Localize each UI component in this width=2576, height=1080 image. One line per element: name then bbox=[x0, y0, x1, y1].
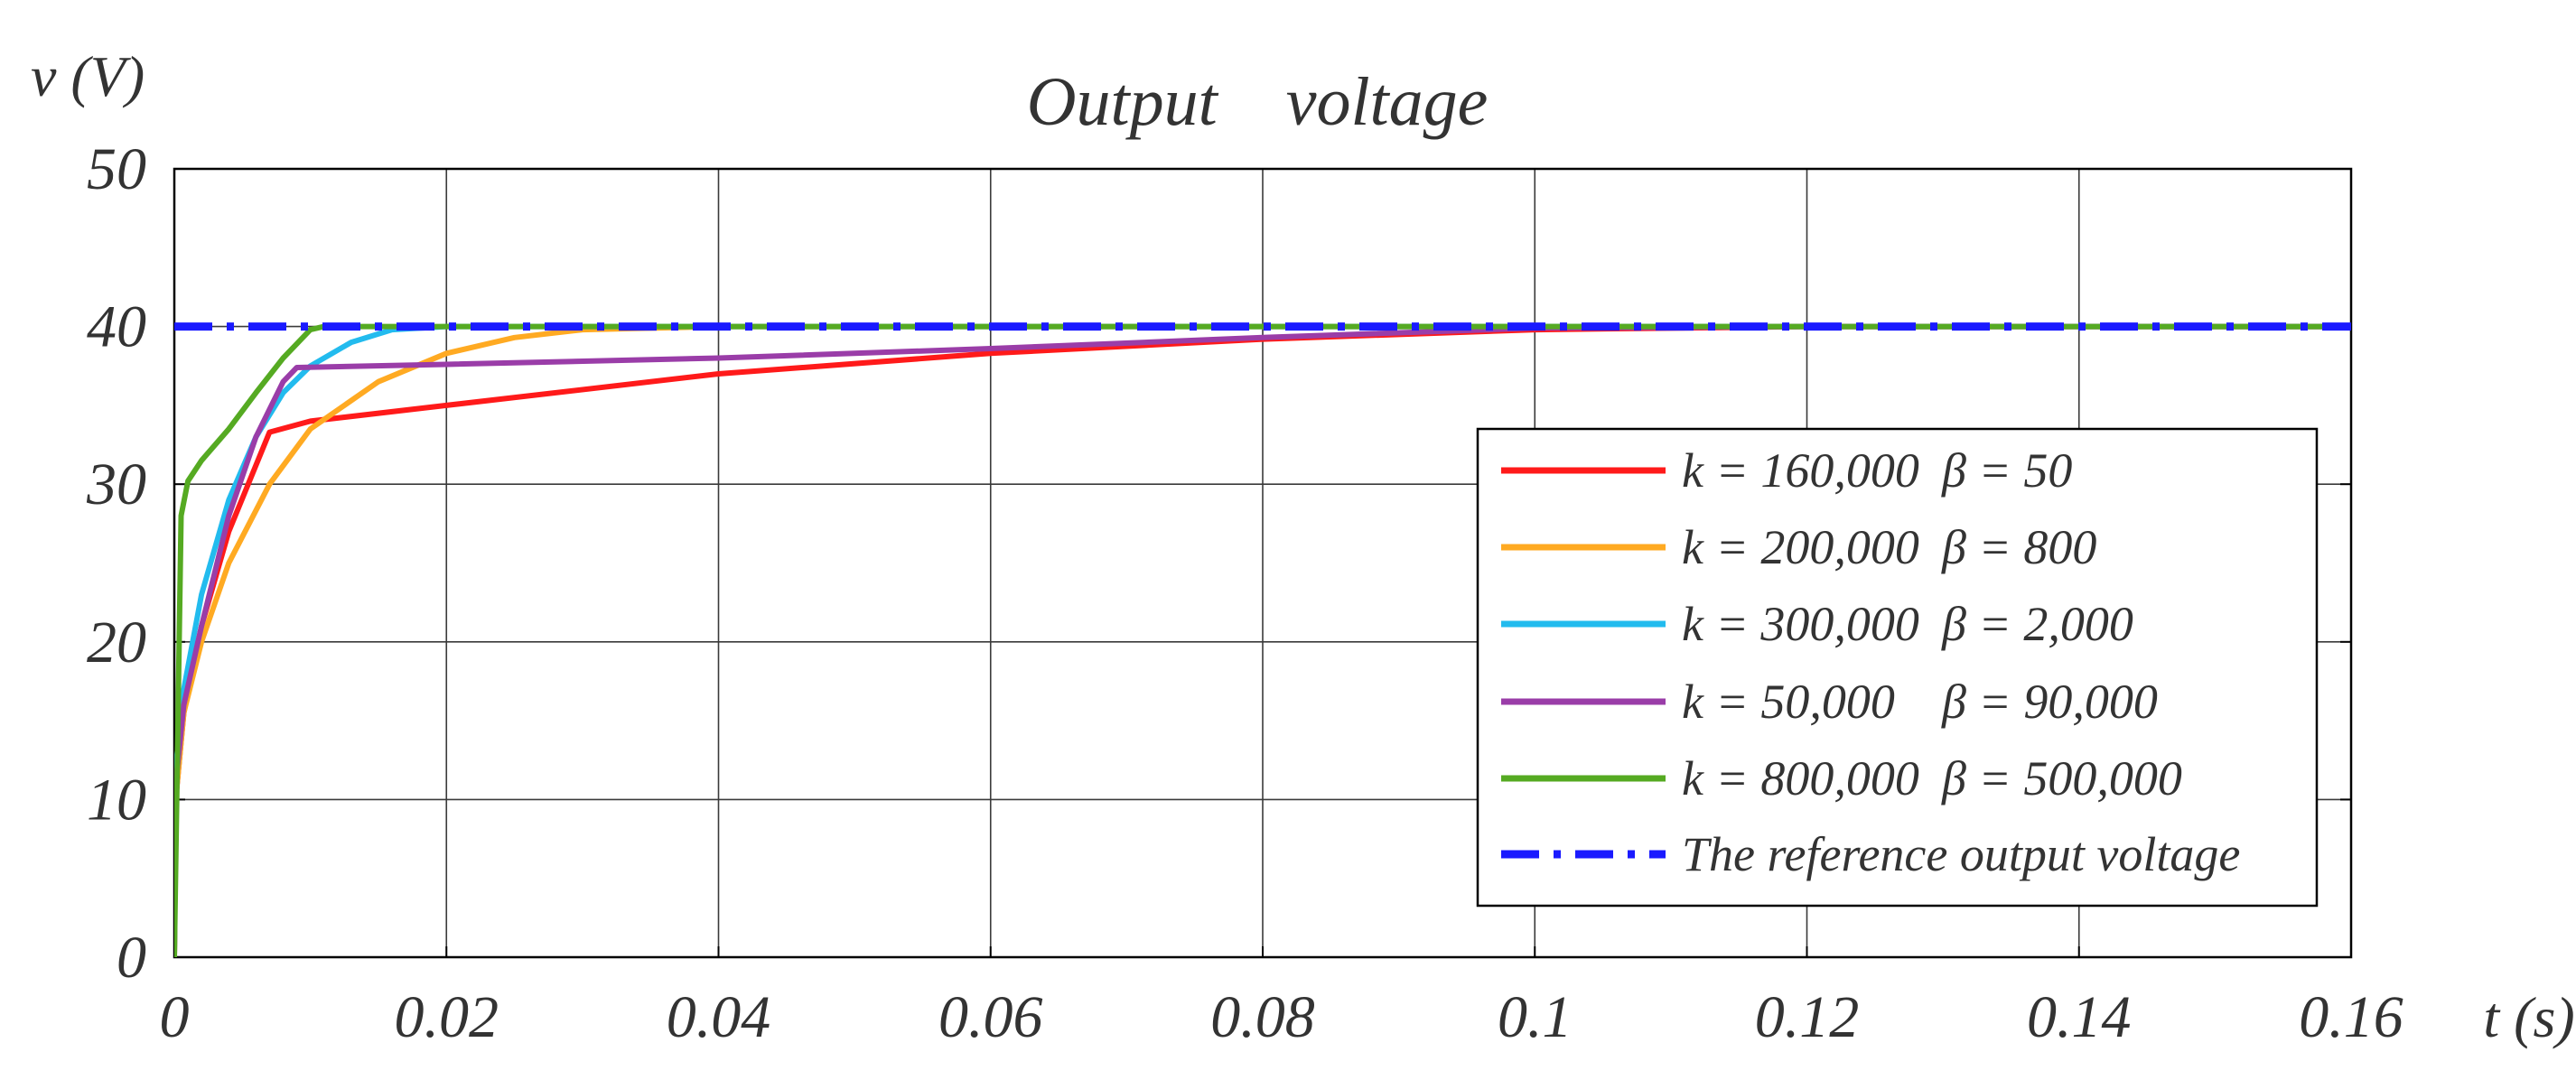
legend-beta-label: β = 90,000 bbox=[1941, 675, 2158, 729]
series-line-4 bbox=[174, 323, 2351, 957]
x-tick-label: 0 bbox=[160, 984, 190, 1050]
legend-beta-label: β = 50 bbox=[1941, 443, 2072, 498]
legend-box bbox=[1476, 427, 2319, 908]
y-tick-label: 50 bbox=[87, 136, 146, 202]
y-axis-label: v (V) bbox=[31, 44, 145, 108]
legend-k-label: k = 50,000 bbox=[1682, 675, 1895, 729]
series-lines bbox=[174, 322, 2351, 957]
legend-items: k = 160,000 β = 50 k = 200,000 β = 800 k = 3… bbox=[1501, 443, 2240, 881]
legend-beta-label: β = 500,000 bbox=[1941, 751, 2182, 805]
y-tick-label: 30 bbox=[86, 452, 146, 517]
series-line-5 bbox=[174, 323, 2351, 957]
x-tick-label: 0.08 bbox=[1210, 984, 1315, 1050]
x-tick-label: 0.04 bbox=[667, 984, 771, 1050]
chart-title: Output voltage bbox=[1027, 64, 1489, 140]
x-tick-label: 0.02 bbox=[395, 984, 499, 1050]
legend-k-label: k = 300,000 bbox=[1682, 597, 1919, 651]
x-tick-label: 0.06 bbox=[938, 984, 1043, 1050]
x-tick-label: 0.16 bbox=[2299, 984, 2403, 1050]
y-tick-label: 10 bbox=[87, 767, 146, 833]
legend-beta-label: β = 800 bbox=[1941, 520, 2096, 574]
legend-k-label: k = 200,000 bbox=[1682, 520, 1919, 574]
axis-ticks: 0 0.02 0.04 0.06 0.08 0.1 0.12 0.14 0.16 0 10 20 30 4… bbox=[86, 136, 2403, 1050]
legend-label: The reference output voltage bbox=[1682, 827, 2240, 881]
x-tick-label: 0.1 bbox=[1498, 984, 1573, 1050]
y-tick-label: 20 bbox=[87, 610, 146, 675]
legend-k-label: k = 160,000 bbox=[1682, 443, 1919, 498]
y-tick-label: 40 bbox=[87, 294, 146, 360]
x-axis-label: t (s) bbox=[2483, 985, 2574, 1049]
legend-k-label: k = 800,000 bbox=[1682, 751, 1919, 805]
legend: k = 160,000 β = 50 k = 200,000 β = 800 k = 3… bbox=[1476, 427, 2319, 908]
x-tick-label: 0.14 bbox=[2027, 984, 2132, 1050]
x-tick-label: 0.12 bbox=[1755, 984, 1860, 1050]
legend-beta-label: β = 2,000 bbox=[1941, 597, 2133, 651]
y-tick-label: 0 bbox=[117, 925, 146, 991]
